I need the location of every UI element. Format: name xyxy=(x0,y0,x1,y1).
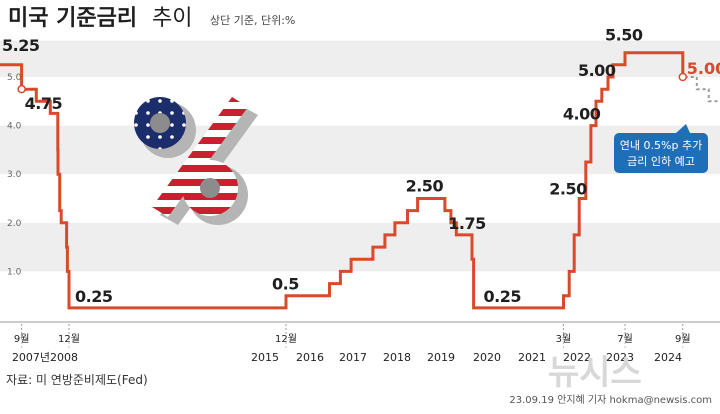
x-month-label-4: 7월 xyxy=(617,333,633,345)
data-label-5: 1.75 xyxy=(448,214,486,233)
source-note: 자료: 미 연방준비제도(Fed) xyxy=(6,373,148,387)
x-year-label-8: 2021 xyxy=(518,351,546,364)
credit-line: 23.09.19 안지혜 기자 hokma@newsis.com xyxy=(509,394,712,406)
chart-subtitle: 상단 기준, 단위:% xyxy=(210,14,295,27)
data-label-9: 5.00 xyxy=(578,61,616,80)
x-axis: 2007년 2008 2015 2016 2017 2018 2019 2020 2021 202… xyxy=(0,321,720,364)
x-year-label-7: 2020 xyxy=(473,351,501,364)
x-month-label-5: 9월 xyxy=(675,333,691,345)
data-label-3: 0.5 xyxy=(272,275,299,294)
marker-2024-sep xyxy=(678,72,688,82)
y-tick-label-2: 3.0 xyxy=(7,170,22,180)
callout-line-2: 금리 인하 예고 xyxy=(627,154,695,168)
data-label-7: 2.50 xyxy=(549,180,587,199)
x-year-label-5: 2018 xyxy=(383,351,411,364)
y-axis-ticks: 5.0 4.0 3.0 2.0 1.0 xyxy=(7,73,22,277)
y-tick-label-1: 4.0 xyxy=(7,122,22,132)
data-label-2: 0.25 xyxy=(75,287,113,306)
data-label-10: 5.50 xyxy=(605,26,643,45)
x-year-label-3: 2016 xyxy=(296,351,324,364)
y-tick-label-3: 2.0 xyxy=(7,219,22,229)
data-label-4: 2.50 xyxy=(406,177,444,196)
grid-band-2 xyxy=(0,40,720,77)
x-month-label-2: 12월 xyxy=(275,333,297,345)
callout-line-1: 연내 0.5%p 추가 xyxy=(620,139,702,152)
x-year-label-1: 2008 xyxy=(50,351,78,364)
grid-bands xyxy=(0,40,720,272)
grid-band-1 xyxy=(0,125,720,175)
projection-dashed-line xyxy=(684,76,719,103)
rate-line xyxy=(0,51,685,310)
chart-title-suffix: 추이 xyxy=(152,6,192,31)
data-label-1: 4.75 xyxy=(25,94,63,113)
data-label-11: 5.00 xyxy=(687,59,720,78)
data-label-8: 4.00 xyxy=(563,105,601,124)
data-label-6: 0.25 xyxy=(484,287,522,306)
x-year-label-9: 2022 xyxy=(563,351,591,364)
forecast-callout: 연내 0.5%p 추가 금리 인하 예고 xyxy=(614,124,708,173)
x-month-label-3: 3월 xyxy=(556,333,572,345)
month-tick-lines xyxy=(21,324,684,350)
data-labels: 5.254.750.250.52.501.750.252.504.005.005… xyxy=(2,26,720,306)
percent-flag-icon xyxy=(134,97,258,225)
x-year-label-2: 2015 xyxy=(251,351,279,364)
data-label-0: 5.25 xyxy=(2,36,40,55)
x-month-label-0: 9월 xyxy=(14,333,30,345)
y-tick-label-4: 1.0 xyxy=(7,267,22,277)
x-year-label-11: 2024 xyxy=(654,351,682,364)
y-tick-label-0: 5.0 xyxy=(7,73,22,83)
chart-title: 미국 기준금리 xyxy=(8,6,137,31)
x-year-label-6: 2019 xyxy=(427,351,455,364)
x-year-label-4: 2017 xyxy=(339,351,367,364)
x-year-label-10: 2023 xyxy=(606,351,634,364)
rate-series xyxy=(0,51,719,310)
x-year-label-0: 2007년 xyxy=(12,351,50,364)
newsis-watermark: 뉴시스 xyxy=(548,353,642,393)
marker-2007-sep xyxy=(17,84,26,94)
x-month-label-1: 12월 xyxy=(58,333,80,345)
grid-band-0 xyxy=(0,222,720,272)
